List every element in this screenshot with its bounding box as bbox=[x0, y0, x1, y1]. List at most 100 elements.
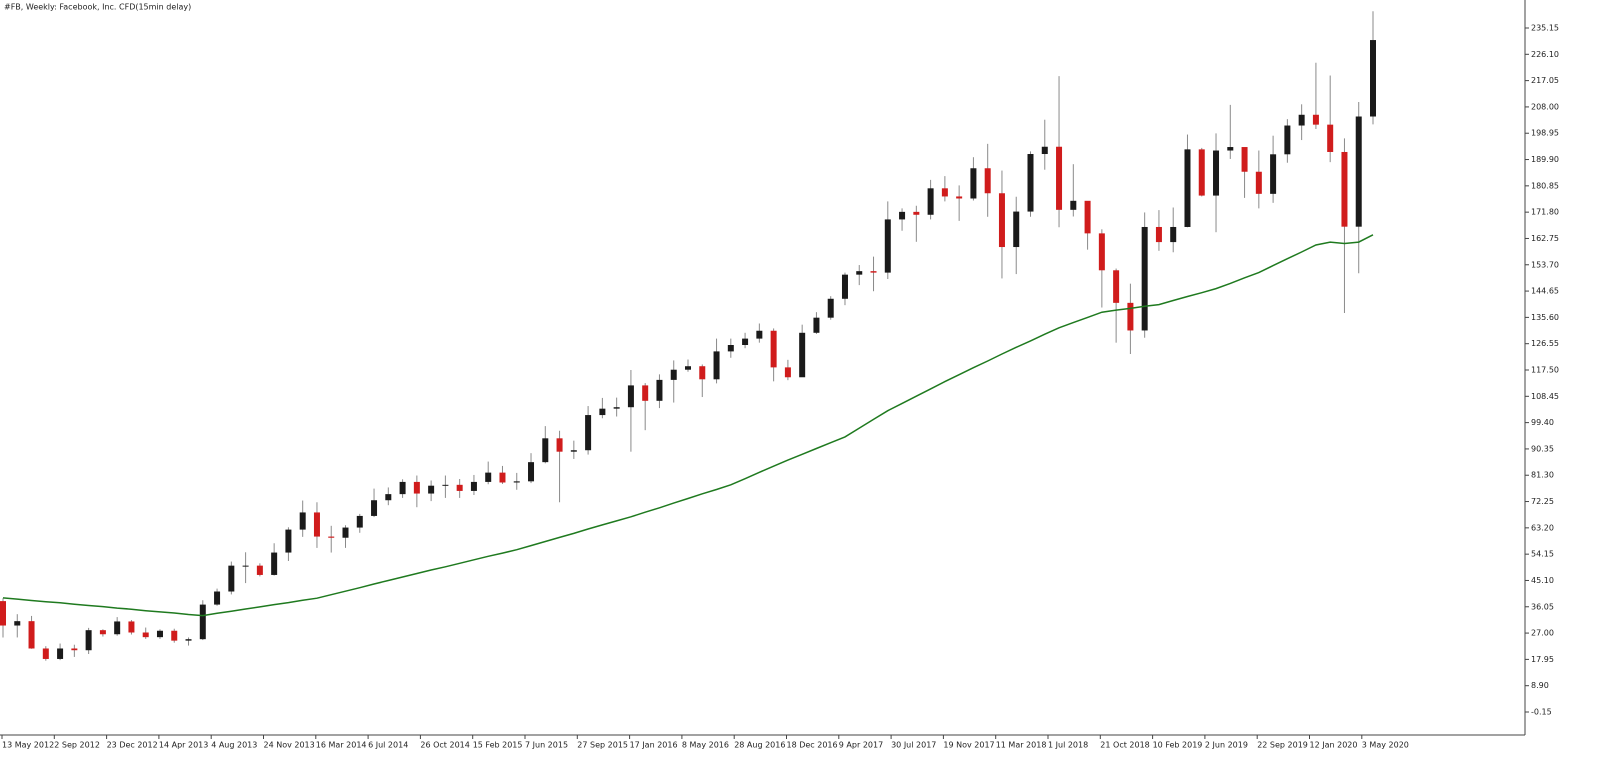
candle-body bbox=[371, 500, 378, 516]
candle-body bbox=[499, 472, 506, 483]
candle-body bbox=[970, 168, 977, 199]
candle-body bbox=[841, 274, 848, 299]
x-tick-label: 28 Aug 2016 bbox=[734, 741, 785, 750]
candle-body bbox=[242, 565, 249, 567]
candle-body bbox=[85, 630, 92, 651]
x-tick-label: 24 Nov 2013 bbox=[264, 741, 315, 750]
candle-body bbox=[156, 630, 163, 638]
candle-body bbox=[984, 168, 991, 194]
y-tick-label: 144.65 bbox=[1531, 287, 1559, 296]
candle-body bbox=[899, 211, 906, 220]
candle-body bbox=[1098, 233, 1105, 271]
candle-body bbox=[399, 481, 406, 495]
y-tick-label: 153.70 bbox=[1531, 260, 1559, 269]
candle-body bbox=[513, 481, 520, 483]
candle-body bbox=[385, 494, 392, 501]
candle-body bbox=[784, 367, 791, 378]
x-tick-label: 23 Dec 2012 bbox=[107, 741, 158, 750]
candle-body bbox=[1056, 146, 1063, 210]
x-tick-label: 18 Dec 2016 bbox=[787, 741, 838, 750]
x-tick-label: 8 May 2016 bbox=[682, 741, 729, 750]
candle-body bbox=[1184, 149, 1191, 227]
candle-body bbox=[1084, 200, 1091, 234]
y-tick-label: 90.35 bbox=[1531, 444, 1554, 453]
y-tick-label: 63.20 bbox=[1531, 523, 1554, 532]
candle-body bbox=[171, 630, 178, 641]
candle-body bbox=[71, 648, 78, 651]
candle-body bbox=[285, 529, 292, 553]
candle-body bbox=[1312, 114, 1319, 125]
candle-body bbox=[342, 527, 349, 538]
candle-body bbox=[1255, 171, 1262, 194]
x-tick-label: 4 Aug 2013 bbox=[211, 741, 257, 750]
y-tick-label: 171.80 bbox=[1531, 208, 1559, 217]
candle-body bbox=[1041, 146, 1048, 155]
candle-body bbox=[827, 298, 834, 318]
candle-body bbox=[1270, 154, 1277, 194]
candle-body bbox=[528, 462, 535, 482]
x-tick-label: 1 Jul 2018 bbox=[1048, 741, 1088, 750]
y-tick-label: 198.95 bbox=[1531, 129, 1559, 138]
y-tick-label: 108.45 bbox=[1531, 392, 1559, 401]
candle-body bbox=[1241, 147, 1248, 172]
candle-body bbox=[485, 472, 492, 482]
candle-body bbox=[913, 211, 920, 215]
y-tick-label: 162.75 bbox=[1531, 234, 1559, 243]
x-tick-label: 9 Apr 2017 bbox=[839, 741, 883, 750]
candle-body bbox=[884, 219, 891, 273]
y-tick-label: 235.15 bbox=[1531, 23, 1559, 32]
candle-body bbox=[1113, 270, 1120, 303]
candle-body bbox=[456, 484, 463, 491]
y-tick-label: 72.25 bbox=[1531, 497, 1554, 506]
candle-body bbox=[42, 648, 49, 659]
x-tick-label: 13 May 2012 bbox=[2, 741, 54, 750]
y-tick-label: 226.10 bbox=[1531, 50, 1559, 59]
candle-body bbox=[1013, 211, 1020, 248]
candle-body bbox=[0, 601, 6, 626]
candle-body bbox=[998, 193, 1005, 248]
moving-average bbox=[2, 234, 1374, 617]
candle-body bbox=[185, 639, 192, 641]
x-tick-label: 22 Sep 2019 bbox=[1257, 741, 1308, 750]
candle-body bbox=[299, 512, 306, 530]
candle-body bbox=[670, 369, 677, 380]
candle-body bbox=[699, 366, 706, 380]
candle-body bbox=[1213, 150, 1220, 196]
y-tick-label: 36.05 bbox=[1531, 602, 1554, 611]
candle-body bbox=[142, 632, 149, 638]
x-tick-label: 14 Apr 2013 bbox=[159, 741, 208, 750]
y-tick-label: 17.95 bbox=[1531, 655, 1554, 664]
x-tick-label: 7 Jun 2015 bbox=[525, 741, 568, 750]
candle-body bbox=[727, 345, 734, 352]
candle-body bbox=[799, 332, 806, 378]
candle-body bbox=[599, 408, 606, 416]
candle-body bbox=[1127, 302, 1134, 331]
candle-body bbox=[428, 485, 435, 494]
candle-body bbox=[328, 536, 335, 538]
candle-body bbox=[1284, 125, 1291, 155]
candle-body bbox=[556, 438, 563, 452]
candle-body bbox=[542, 438, 549, 463]
y-tick-label: 8.90 bbox=[1531, 681, 1549, 690]
x-tick-label: 16 Mar 2014 bbox=[316, 741, 367, 750]
candle-body bbox=[1355, 116, 1362, 227]
candle-body bbox=[927, 188, 934, 215]
x-tick-label: 19 Nov 2017 bbox=[943, 741, 994, 750]
y-tick-label: 208.00 bbox=[1531, 102, 1559, 111]
x-tick-label: 27 Sep 2015 bbox=[577, 741, 628, 750]
candle-body bbox=[57, 648, 64, 659]
candle-body bbox=[228, 565, 235, 592]
candle-body bbox=[1227, 147, 1234, 151]
candle-body bbox=[1370, 40, 1376, 117]
candle-body bbox=[870, 271, 877, 273]
candle-body bbox=[1341, 151, 1348, 227]
candle-body bbox=[442, 484, 449, 486]
candle-body bbox=[99, 630, 106, 635]
candle-body bbox=[256, 565, 263, 575]
candle-body bbox=[756, 330, 763, 339]
candle-body bbox=[28, 621, 35, 649]
candle-body bbox=[413, 481, 420, 494]
candle-body bbox=[642, 385, 649, 401]
